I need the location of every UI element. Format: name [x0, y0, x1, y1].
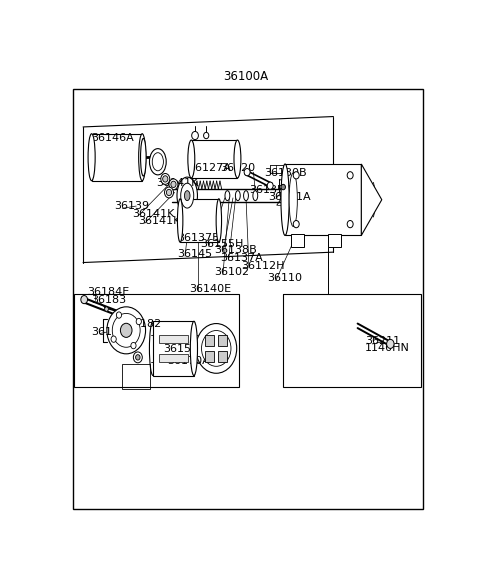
Circle shape — [347, 171, 353, 179]
Ellipse shape — [149, 149, 166, 175]
Circle shape — [192, 131, 198, 140]
Text: 36211: 36211 — [365, 336, 400, 346]
Circle shape — [136, 318, 142, 325]
Ellipse shape — [235, 191, 240, 201]
Circle shape — [167, 190, 172, 195]
Bar — [192, 140, 238, 178]
Circle shape — [165, 187, 173, 198]
Ellipse shape — [88, 134, 95, 181]
Ellipse shape — [191, 321, 197, 376]
Text: 36120: 36120 — [220, 164, 255, 174]
Text: 36145: 36145 — [177, 249, 212, 259]
Ellipse shape — [243, 191, 249, 201]
Bar — [122, 364, 150, 389]
Circle shape — [163, 176, 168, 182]
Text: 36140E: 36140E — [190, 284, 231, 294]
Text: 36135C: 36135C — [249, 185, 292, 195]
Text: 36155H: 36155H — [201, 239, 244, 249]
Circle shape — [120, 323, 132, 338]
Circle shape — [202, 330, 231, 366]
Text: 36170: 36170 — [91, 326, 126, 337]
Text: 36139: 36139 — [114, 201, 149, 211]
Ellipse shape — [281, 164, 289, 235]
Text: 36184E: 36184E — [87, 288, 129, 298]
Ellipse shape — [180, 183, 194, 208]
Ellipse shape — [178, 199, 183, 242]
Bar — [328, 234, 341, 247]
Text: 1140HN: 1140HN — [365, 343, 410, 353]
Circle shape — [267, 182, 273, 190]
Text: 36137B: 36137B — [177, 233, 220, 243]
Bar — [92, 134, 142, 181]
Circle shape — [133, 352, 142, 363]
Circle shape — [293, 221, 299, 228]
Circle shape — [281, 184, 286, 190]
Text: 36127A: 36127A — [188, 164, 231, 174]
Text: 36130B: 36130B — [264, 168, 307, 178]
Bar — [285, 164, 361, 235]
Text: 36102: 36102 — [215, 268, 250, 278]
Text: 36182: 36182 — [126, 319, 161, 329]
Ellipse shape — [286, 187, 292, 205]
Text: 36112H: 36112H — [241, 261, 285, 271]
Bar — [205, 335, 214, 346]
Bar — [159, 335, 188, 343]
Text: 36170A: 36170A — [167, 356, 210, 366]
Bar — [159, 355, 188, 362]
Text: 36100A: 36100A — [223, 70, 269, 83]
Circle shape — [81, 295, 87, 303]
Circle shape — [105, 307, 108, 311]
Circle shape — [293, 171, 299, 179]
Circle shape — [131, 342, 136, 349]
Bar — [74, 294, 239, 387]
Bar — [218, 335, 227, 346]
Ellipse shape — [141, 139, 146, 176]
Text: 36146A: 36146A — [92, 133, 134, 143]
Ellipse shape — [225, 191, 230, 201]
Ellipse shape — [152, 153, 163, 171]
Ellipse shape — [234, 140, 241, 178]
Circle shape — [161, 174, 170, 184]
Text: 36141K: 36141K — [138, 217, 180, 227]
Bar — [283, 294, 421, 387]
Text: 36131A: 36131A — [268, 193, 311, 203]
Ellipse shape — [289, 173, 297, 227]
Ellipse shape — [216, 199, 222, 242]
Ellipse shape — [177, 177, 197, 214]
Ellipse shape — [184, 191, 190, 201]
Circle shape — [347, 221, 353, 228]
Circle shape — [204, 132, 209, 139]
Text: 36137A: 36137A — [220, 254, 263, 264]
Polygon shape — [361, 164, 382, 235]
Circle shape — [116, 312, 121, 318]
Circle shape — [135, 355, 140, 360]
Bar — [153, 321, 194, 376]
Circle shape — [244, 168, 250, 176]
Ellipse shape — [253, 191, 258, 201]
Ellipse shape — [188, 140, 195, 178]
Text: 36138B: 36138B — [215, 245, 257, 255]
Circle shape — [111, 336, 116, 342]
Bar — [205, 351, 214, 362]
Circle shape — [112, 313, 140, 348]
Circle shape — [386, 339, 394, 349]
Circle shape — [169, 179, 178, 190]
Text: 36110: 36110 — [267, 274, 302, 284]
Text: 36141K: 36141K — [132, 209, 174, 219]
Circle shape — [171, 181, 176, 187]
Circle shape — [196, 323, 237, 373]
Text: 36150: 36150 — [163, 344, 198, 354]
Bar — [218, 351, 227, 362]
Text: 36183: 36183 — [91, 295, 126, 305]
Bar — [290, 234, 304, 247]
Text: 36141K: 36141K — [156, 178, 198, 188]
Ellipse shape — [139, 134, 146, 181]
Bar — [180, 199, 219, 242]
Circle shape — [107, 307, 145, 354]
